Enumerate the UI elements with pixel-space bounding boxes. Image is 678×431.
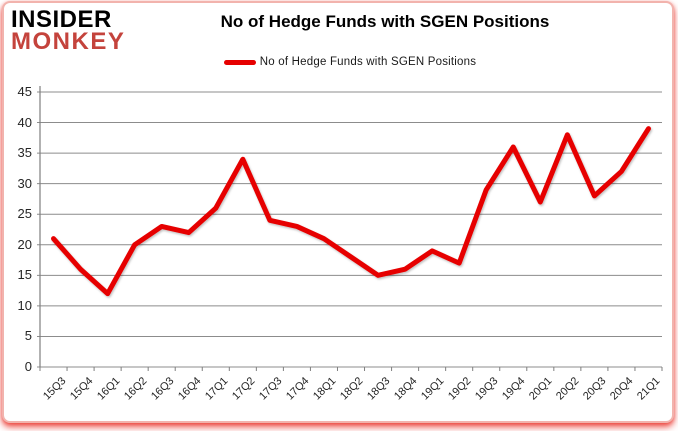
y-tick-label: 30 <box>17 175 32 191</box>
legend-line-swatch <box>223 59 256 65</box>
logo-monkey-text: MONKEY <box>11 28 126 56</box>
y-tick-label: 45 <box>17 84 32 99</box>
series-line-sgen <box>51 126 651 297</box>
logo-insider-text: INSIDER <box>11 6 112 33</box>
legend-label: No of Hedge Funds with SGEN Positions <box>259 56 477 68</box>
y-tick-label: 10 <box>17 297 32 313</box>
insider-monkey-logo: INSIDER MONKEY <box>11 6 126 56</box>
y-tick-label: 15 <box>17 267 32 283</box>
chart-title: No of Hedge Funds with SGEN Positions <box>220 12 550 31</box>
legend: No of Hedge Funds with SGEN Positions <box>150 56 550 68</box>
y-tick-label: 35 <box>17 145 32 161</box>
y-tick-label: 25 <box>17 206 32 222</box>
y-tick-label: 40 <box>17 114 32 130</box>
y-tick-label: 0 <box>24 359 32 374</box>
chart-frame <box>2 1 674 423</box>
y-tick-label: 20 <box>17 236 32 252</box>
y-tick-label: 5 <box>24 328 32 344</box>
